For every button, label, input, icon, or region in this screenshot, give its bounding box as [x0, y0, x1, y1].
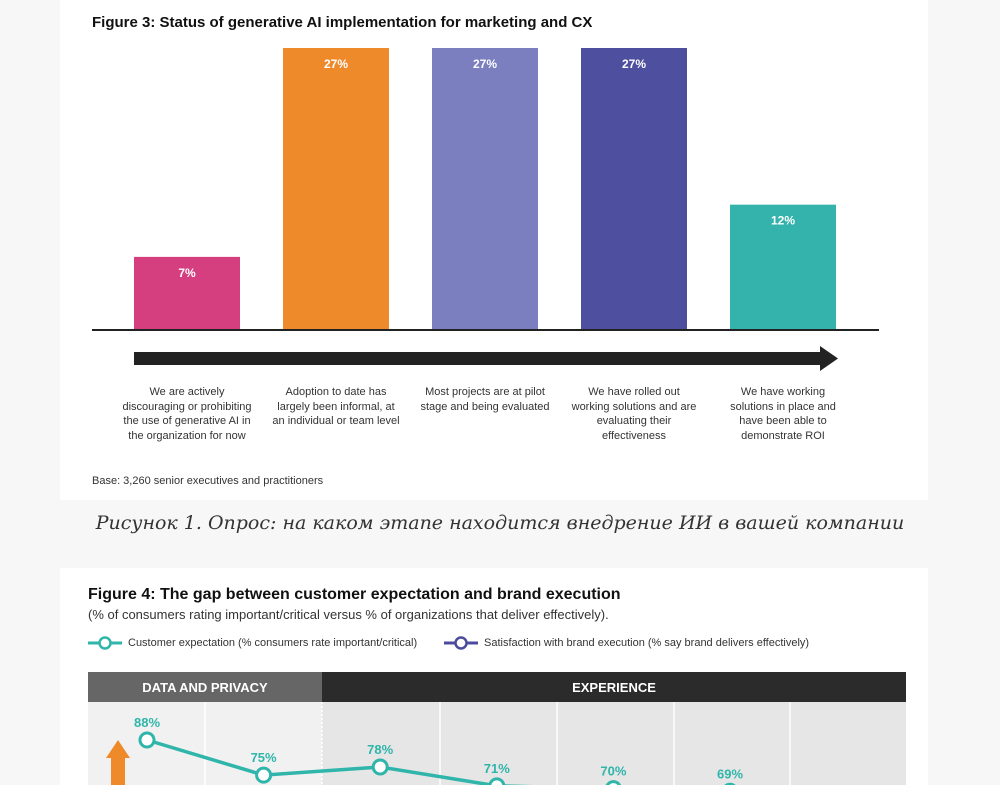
bar [283, 48, 389, 330]
progress-arrow-head [820, 346, 838, 371]
bar [730, 204, 836, 330]
figure-caption: Рисунок 1. Опрос: на каком этапе находит… [95, 512, 905, 534]
figure-4-subtitle: (% of consumers rating important/critica… [88, 607, 609, 622]
bar-value-label: 27% [622, 57, 646, 71]
category-label: Adoption to date has largely been inform… [272, 386, 400, 427]
purple-circle-icon [444, 636, 478, 650]
legend-label: Customer expectation (% consumers rate i… [128, 637, 418, 649]
figure-3-title: Figure 3: Status of generative AI implem… [92, 14, 593, 31]
bar [432, 48, 538, 330]
progress-arrow-shaft [134, 352, 822, 365]
bar-value-label: 27% [324, 57, 348, 71]
figure-3-chart: 7% 27% 27% 27% 12% [92, 48, 879, 371]
base-note: Base: 3,260 senior executives and practi… [92, 475, 324, 487]
legend-brand-execution: Satisfaction with brand execution (% say… [444, 636, 809, 650]
legend-label: Satisfaction with brand execution (% say… [484, 637, 810, 649]
category-label: Most projects are at pilot stage and bei… [420, 386, 550, 413]
bar [581, 48, 687, 330]
bar-value-label: 7% [178, 266, 196, 280]
bar-value-label: 12% [771, 214, 795, 228]
figure-4-title: Figure 4: The gap between customer expec… [88, 586, 621, 603]
category-label: We are actively discouraging or prohibit… [122, 386, 252, 442]
category-label: We have working solutions in place and h… [730, 386, 836, 442]
bar-value-label: 27% [473, 57, 497, 71]
legend-customer-expectation: Customer expectation (% consumers rate i… [88, 636, 417, 650]
bar [134, 256, 240, 330]
category-label: We have rolled out working solutions and… [571, 386, 697, 442]
teal-circle-icon [88, 636, 122, 650]
